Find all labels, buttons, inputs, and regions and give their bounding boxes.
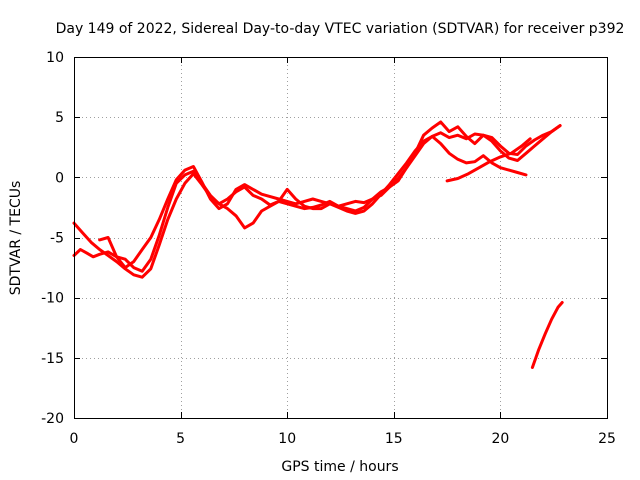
series-group	[72, 120, 564, 369]
x-tick-label: 0	[70, 431, 79, 447]
series-trace-a	[72, 124, 562, 273]
y-tick-label: 0	[55, 170, 64, 186]
series-trace-c	[98, 120, 562, 270]
x-tick-label: 15	[385, 431, 403, 447]
x-tick-label: 20	[491, 431, 509, 447]
y-tick-label: 5	[55, 110, 64, 126]
y-axis-label: SDTVAR / TECUs	[8, 181, 24, 296]
series-trace-d	[445, 137, 532, 183]
x-axis-label: GPS time / hours	[281, 459, 398, 475]
y-tick-label: 10	[46, 50, 64, 66]
x-tick-labels: 0 5 10 15 20 25	[70, 431, 616, 447]
series-trace-e	[530, 301, 564, 369]
x-tick-label: 10	[278, 431, 296, 447]
x-tick-label: 5	[176, 431, 185, 447]
ticks	[74, 57, 608, 419]
y-tick-label: -15	[41, 351, 64, 367]
y-tick-label: -5	[50, 231, 64, 247]
grid	[74, 57, 607, 418]
y-tick-labels: -20 -15 -10 -5 0 5 10	[41, 50, 64, 427]
y-tick-label: -20	[41, 411, 64, 427]
x-tick-label: 25	[598, 431, 616, 447]
chart-title: Day 149 of 2022, Sidereal Day-to-day VTE…	[56, 21, 625, 37]
y-tick-label: -10	[41, 291, 64, 307]
